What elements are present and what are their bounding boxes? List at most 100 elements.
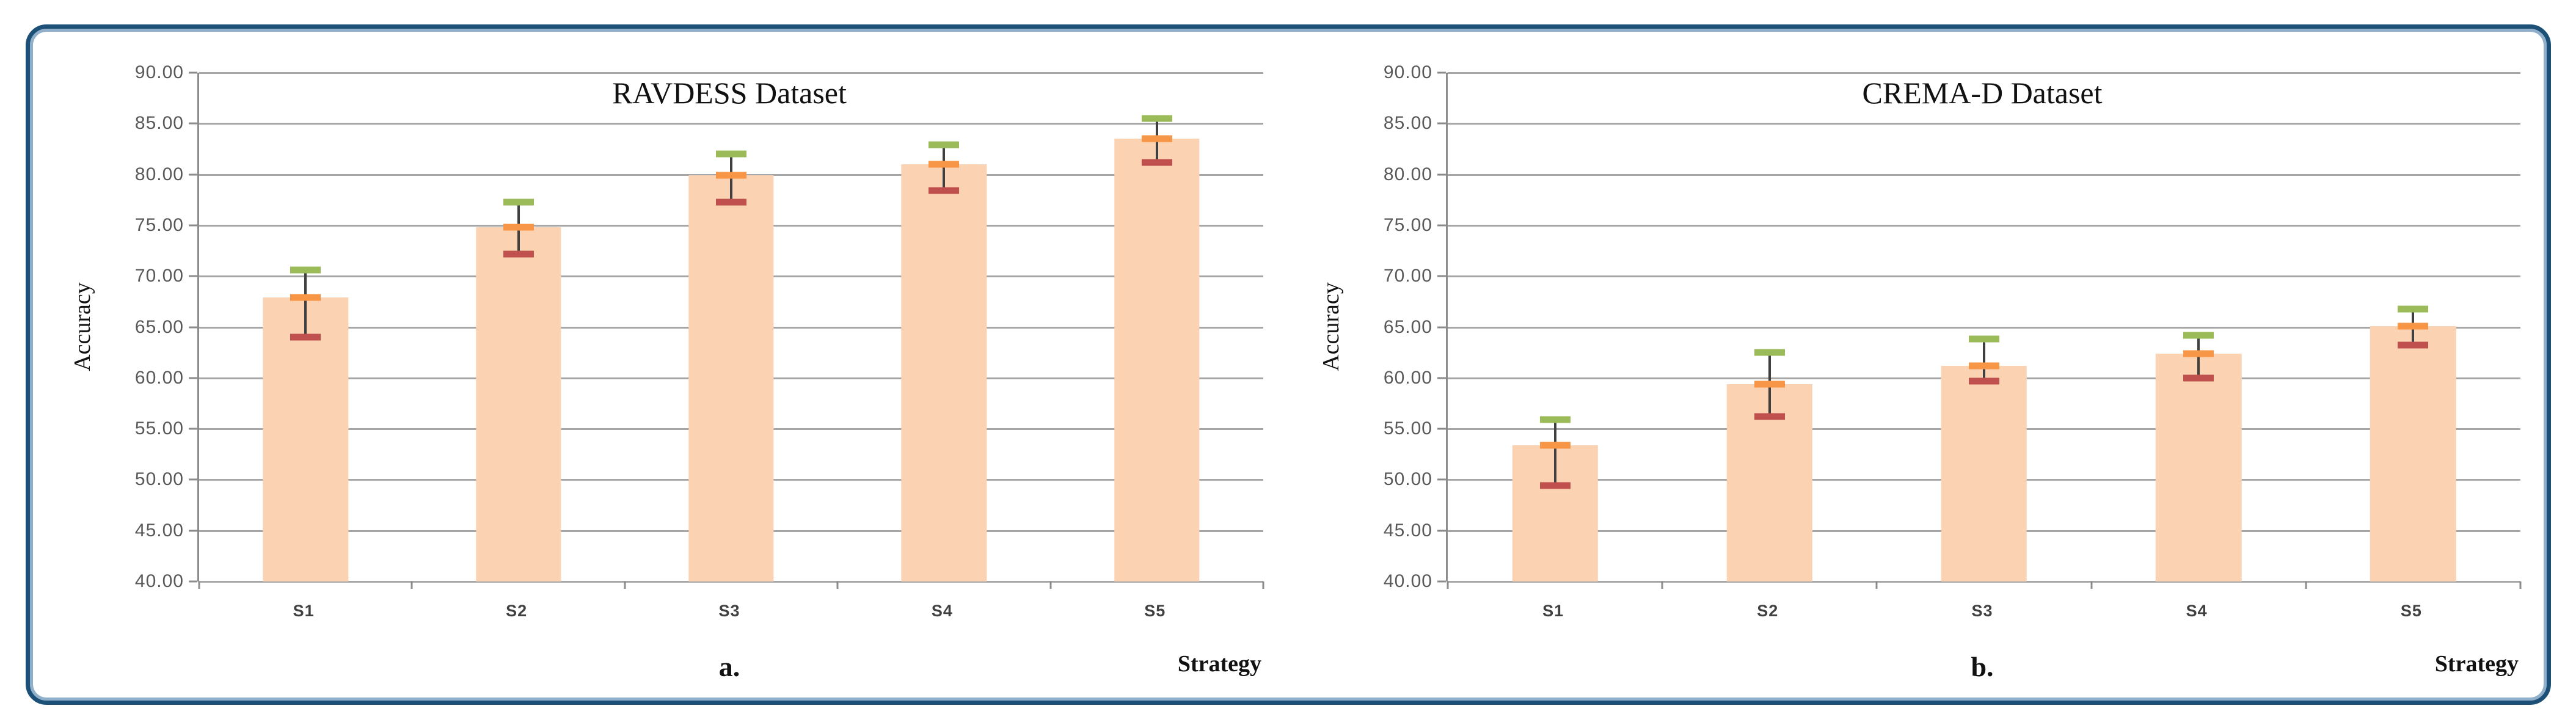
y-tick-label: 50.00 xyxy=(134,469,184,490)
x-category-label: S2 xyxy=(1757,602,1779,620)
error-cap-min xyxy=(290,333,321,341)
chart-panel-crema-d: CREMA-D Dataset Accuracy 90.00 85.00 80.00… xyxy=(1287,35,2541,694)
gridline xyxy=(199,123,1263,125)
y-tick-mark xyxy=(189,530,197,532)
y-tick-mark xyxy=(1437,71,1446,74)
bar-s3 xyxy=(1941,365,2027,581)
gridline xyxy=(1448,173,2520,176)
y-tick-mark xyxy=(1437,530,1446,532)
y-tick-mark xyxy=(1437,377,1446,379)
x-tick-mark xyxy=(410,581,413,589)
x-category-label: S2 xyxy=(506,602,528,620)
x-category-label: S1 xyxy=(293,602,315,620)
error-cap-max xyxy=(503,199,534,206)
error-cap-min xyxy=(1969,377,1999,385)
y-tick-mark xyxy=(1437,478,1446,481)
y-tick-label: 85.00 xyxy=(1383,113,1432,134)
y-tick-label: 90.00 xyxy=(1383,62,1432,82)
y-tick-mark xyxy=(1437,428,1446,430)
panel-label: b. xyxy=(1971,651,1994,682)
error-cap-max xyxy=(290,266,321,274)
error-cap-min xyxy=(1539,482,1571,489)
error-cap-mean xyxy=(2183,350,2214,357)
x-category-row: S1 S2 S3 S4 S5 xyxy=(1446,602,2519,627)
error-cap-mean xyxy=(2398,322,2429,330)
gridline xyxy=(1448,72,2520,74)
x-tick-mark xyxy=(2519,581,2522,589)
error-cap-min xyxy=(716,199,746,206)
y-tick-label: 80.00 xyxy=(1383,164,1432,184)
x-category-row: S1 S2 S3 S4 S5 xyxy=(197,602,1261,627)
x-tick-mark xyxy=(1661,581,1663,589)
plot-area xyxy=(197,72,1264,589)
x-category-label: S5 xyxy=(2400,602,2422,620)
y-tick-mark xyxy=(1437,224,1446,227)
y-tick-label: 85.00 xyxy=(134,113,184,134)
error-cap-max xyxy=(929,141,960,148)
x-category-label: S5 xyxy=(1144,602,1166,620)
error-cap-max xyxy=(1141,115,1172,122)
y-tick-mark xyxy=(189,122,197,125)
error-bar-line xyxy=(304,270,307,338)
bar-s5 xyxy=(1114,139,1200,581)
error-cap-max xyxy=(2183,332,2214,339)
error-cap-min xyxy=(2183,374,2214,382)
error-cap-max xyxy=(1754,349,1785,356)
y-tick-label: 75.00 xyxy=(134,214,184,235)
error-bar-line xyxy=(1983,339,1985,381)
y-tick-mark xyxy=(189,478,197,481)
error-cap-min xyxy=(929,187,960,194)
error-cap-min xyxy=(503,250,534,258)
gridline xyxy=(1448,581,2520,583)
x-axis-title: Strategy xyxy=(1177,651,1261,677)
error-cap-mean xyxy=(1754,381,1785,388)
error-bar-line xyxy=(943,145,946,191)
y-tick-mark xyxy=(1437,580,1446,583)
x-tick-mark xyxy=(2090,581,2093,589)
chart-title: CREMA-D Dataset xyxy=(1862,76,2103,110)
y-tick-label: 40.00 xyxy=(1383,571,1432,591)
chart-title: RAVDESS Dataset xyxy=(612,76,847,110)
error-cap-max xyxy=(716,150,746,158)
y-tick-label: 45.00 xyxy=(1383,520,1432,541)
error-cap-min xyxy=(2398,341,2429,349)
error-bar-line xyxy=(1553,420,1556,486)
y-tick-label: 60.00 xyxy=(1383,367,1432,388)
x-category-label: S4 xyxy=(2186,602,2208,620)
x-category-label: S3 xyxy=(1971,602,1993,620)
y-tick-label: 70.00 xyxy=(134,266,184,286)
gridline xyxy=(1448,326,2520,329)
panel-label: a. xyxy=(718,651,740,682)
y-tick-label: 45.00 xyxy=(134,520,184,541)
x-category-label: S3 xyxy=(718,602,740,620)
x-tick-mark xyxy=(2305,581,2307,589)
error-cap-min xyxy=(1754,413,1785,420)
chart-panel-ravdess: RAVDESS Dataset Accuracy 90.00 85.00 80.00… xyxy=(38,35,1285,694)
y-tick-label: 90.00 xyxy=(134,62,184,82)
bar-s4 xyxy=(2155,353,2242,581)
error-cap-mean xyxy=(929,161,960,168)
gridline xyxy=(1448,275,2520,278)
x-category-label: S1 xyxy=(1542,602,1564,620)
y-tick-label: 65.00 xyxy=(1383,316,1432,337)
y-tick-label: 50.00 xyxy=(1383,469,1432,490)
y-tick-label: 55.00 xyxy=(1383,418,1432,439)
bar-s5 xyxy=(2370,326,2456,581)
plot-area xyxy=(1446,72,2522,589)
bar-s4 xyxy=(901,164,987,581)
x-tick-mark xyxy=(1049,581,1052,589)
y-tick-mark xyxy=(1437,275,1446,277)
y-tick-label: 75.00 xyxy=(1383,214,1432,235)
y-tick-column: 90.00 85.00 80.00 75.00 70.00 65.00 60.00 55.00… xyxy=(38,62,184,591)
bar-s3 xyxy=(688,175,774,581)
y-tick-label: 55.00 xyxy=(134,418,184,439)
x-category-label: S4 xyxy=(931,602,953,620)
gridline xyxy=(1448,123,2520,125)
y-tick-label: 65.00 xyxy=(134,316,184,337)
error-cap-mean xyxy=(1141,135,1172,142)
gridline xyxy=(199,581,1263,583)
y-tick-label: 60.00 xyxy=(134,367,184,388)
x-tick-mark xyxy=(624,581,626,589)
y-tick-label: 40.00 xyxy=(134,571,184,591)
x-tick-mark xyxy=(836,581,839,589)
